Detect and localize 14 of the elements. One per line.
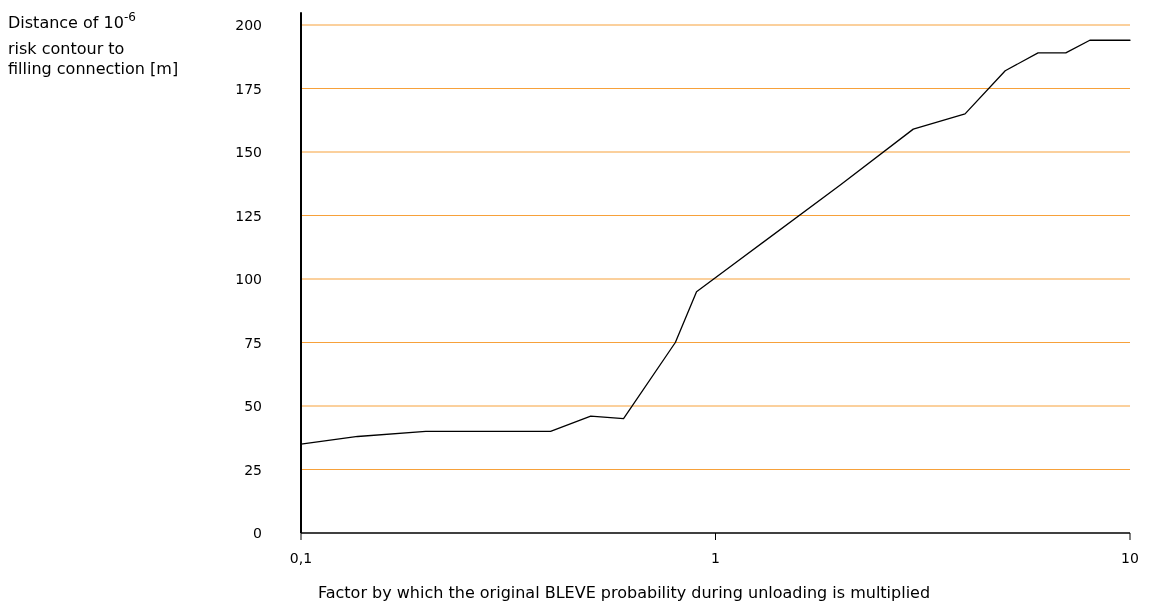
y-tick-label: 150 — [235, 144, 262, 160]
x-tick-label: 10 — [1121, 550, 1139, 566]
y-tick-label: 125 — [235, 207, 262, 224]
x-axis-title: Factor by which the original BLEVE probability during unloading is multiplied — [318, 583, 931, 602]
y-tick-label: 50 — [244, 398, 262, 414]
y-tick-label: 75 — [244, 334, 262, 351]
x-tick-label: 1 — [711, 550, 720, 566]
y-tick-label: 0 — [253, 525, 262, 541]
x-tick-label: 0,1 — [289, 550, 313, 566]
y-tick-label: 25 — [244, 461, 262, 478]
y-tick-label: 175 — [235, 80, 262, 97]
y-tick-label: 200 — [235, 17, 262, 33]
y-tick-label: 100 — [235, 271, 262, 287]
text: Distance of 10$^{-6}$ risk contour to filling connection [m] — [8, 10, 179, 78]
